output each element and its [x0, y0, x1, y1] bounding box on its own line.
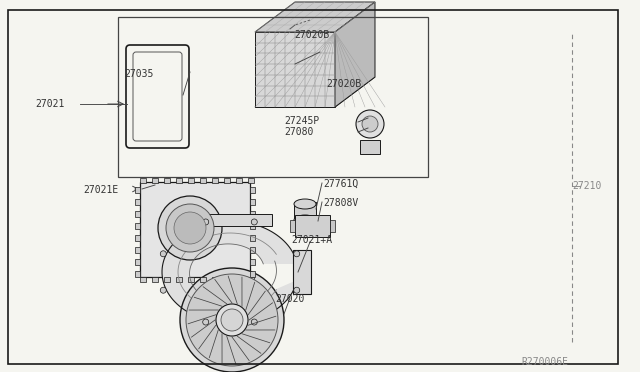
Circle shape — [160, 251, 166, 257]
Text: 27021E: 27021E — [83, 185, 118, 195]
Bar — [188, 214, 272, 226]
Bar — [135, 223, 140, 229]
Bar — [152, 277, 158, 282]
Bar — [212, 178, 218, 183]
Bar — [250, 187, 255, 193]
Bar — [188, 277, 194, 282]
Bar — [224, 277, 230, 282]
Bar — [164, 178, 170, 183]
Ellipse shape — [294, 199, 316, 209]
Bar — [250, 223, 255, 229]
Circle shape — [160, 287, 166, 293]
Bar — [152, 178, 158, 183]
Text: R270006E: R270006E — [522, 357, 568, 366]
Bar — [135, 271, 140, 277]
Circle shape — [166, 204, 214, 252]
Circle shape — [180, 268, 284, 372]
Polygon shape — [255, 2, 375, 32]
Circle shape — [252, 219, 257, 225]
Bar — [330, 220, 335, 232]
Bar — [250, 271, 255, 277]
Bar — [140, 182, 250, 277]
Bar — [250, 199, 255, 205]
Circle shape — [203, 219, 209, 225]
Text: 27761Q: 27761Q — [323, 179, 358, 189]
Text: 27020B: 27020B — [326, 79, 362, 89]
Bar — [293, 250, 311, 294]
Bar — [200, 178, 206, 183]
Ellipse shape — [294, 215, 316, 225]
Bar — [290, 220, 295, 232]
Bar — [294, 202, 316, 220]
Bar — [164, 277, 170, 282]
Polygon shape — [162, 221, 297, 323]
Bar — [250, 235, 255, 241]
Circle shape — [294, 251, 300, 257]
Text: 27245P: 27245P — [285, 116, 320, 126]
Bar — [212, 277, 218, 282]
Bar — [135, 199, 140, 205]
Bar — [248, 178, 254, 183]
Circle shape — [216, 304, 248, 336]
Bar — [135, 259, 140, 265]
Bar — [250, 247, 255, 253]
Bar — [118, 17, 428, 177]
Bar — [360, 140, 380, 154]
Text: 27080: 27080 — [285, 127, 314, 137]
Bar — [236, 277, 242, 282]
Circle shape — [362, 116, 378, 132]
Bar — [135, 247, 140, 253]
Text: 27021+A: 27021+A — [291, 235, 332, 245]
Bar — [176, 178, 182, 183]
Circle shape — [174, 212, 206, 244]
Bar — [140, 178, 146, 183]
Text: 27035: 27035 — [125, 70, 154, 79]
Bar — [248, 277, 254, 282]
Text: 27021: 27021 — [35, 99, 65, 109]
Circle shape — [186, 274, 278, 366]
Text: 27808V: 27808V — [323, 198, 358, 208]
Bar — [250, 211, 255, 217]
Circle shape — [252, 319, 257, 325]
Bar — [135, 235, 140, 241]
Bar — [135, 211, 140, 217]
Bar — [188, 178, 194, 183]
Text: 27020B: 27020B — [294, 31, 330, 40]
Bar — [250, 259, 255, 265]
Text: 27210: 27210 — [573, 181, 602, 191]
Bar — [200, 277, 206, 282]
Circle shape — [294, 287, 300, 293]
Circle shape — [158, 196, 222, 260]
Bar — [224, 178, 230, 183]
Bar — [135, 187, 140, 193]
Polygon shape — [335, 2, 375, 107]
Circle shape — [356, 110, 384, 138]
Polygon shape — [255, 32, 335, 107]
Bar — [212, 321, 248, 343]
Circle shape — [221, 309, 243, 331]
Polygon shape — [255, 77, 375, 107]
Bar — [295, 215, 330, 237]
Text: 27020: 27020 — [275, 295, 305, 304]
Bar — [236, 178, 242, 183]
Bar — [140, 277, 146, 282]
Circle shape — [203, 319, 209, 325]
Bar — [176, 277, 182, 282]
